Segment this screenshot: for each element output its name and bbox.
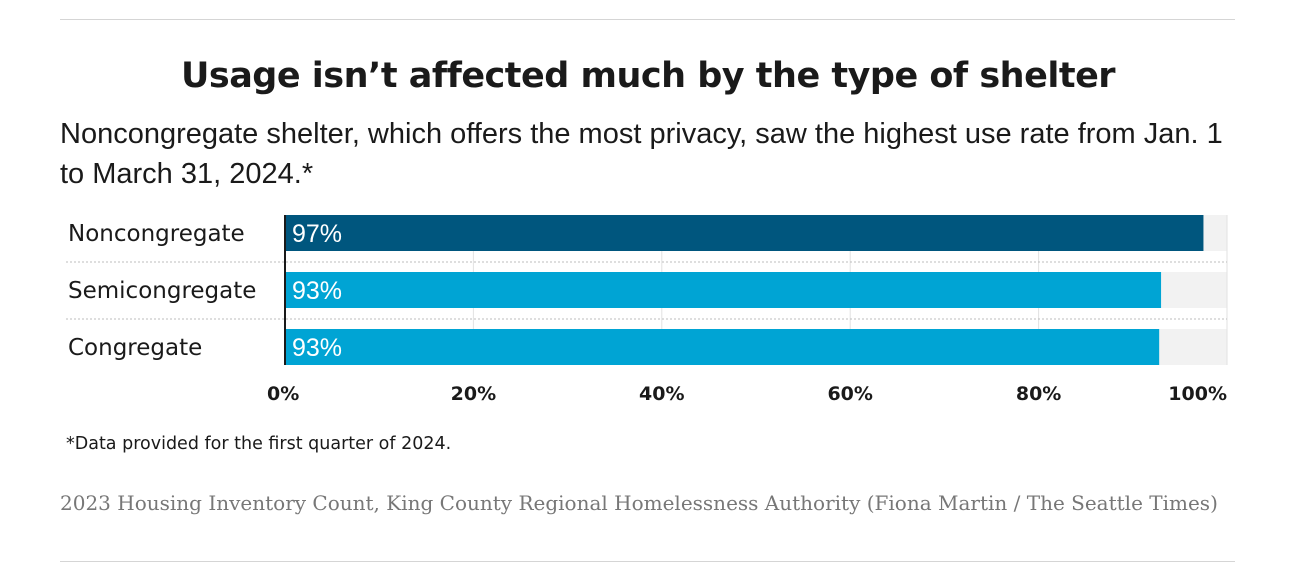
x-tick-label: 60%	[827, 383, 872, 405]
data-label: 93%	[292, 277, 342, 305]
x-tick-label: 40%	[639, 383, 684, 405]
source-credit: 2023 Housing Inventory Count, King Count…	[60, 491, 1218, 515]
chart-title: Usage isn’t affected much by the type of…	[180, 56, 1116, 96]
data-label: 93%	[292, 334, 342, 362]
footnote: *Data provided for the first quarter of …	[66, 434, 452, 454]
chart-subtitle: Noncongregate shelter, which offers the …	[60, 118, 1223, 190]
data-label: 97%	[292, 220, 342, 248]
bar-chart: 97% Noncongregate 93% Semicongregate 93% Cong…	[66, 215, 1228, 405]
bar	[285, 215, 1204, 251]
x-tick-label: 0%	[267, 383, 299, 405]
bottom-rule	[60, 561, 1235, 562]
category-label: Semicongregate	[68, 278, 256, 304]
top-rule	[60, 19, 1235, 20]
category-label: Congregate	[68, 335, 202, 361]
bar	[285, 329, 1160, 365]
x-tick-label: 80%	[1016, 383, 1061, 405]
category-label: Noncongregate	[68, 221, 245, 247]
bar	[285, 272, 1162, 308]
x-tick-label: 100%	[1168, 383, 1227, 405]
x-tick-label: 20%	[451, 383, 496, 405]
